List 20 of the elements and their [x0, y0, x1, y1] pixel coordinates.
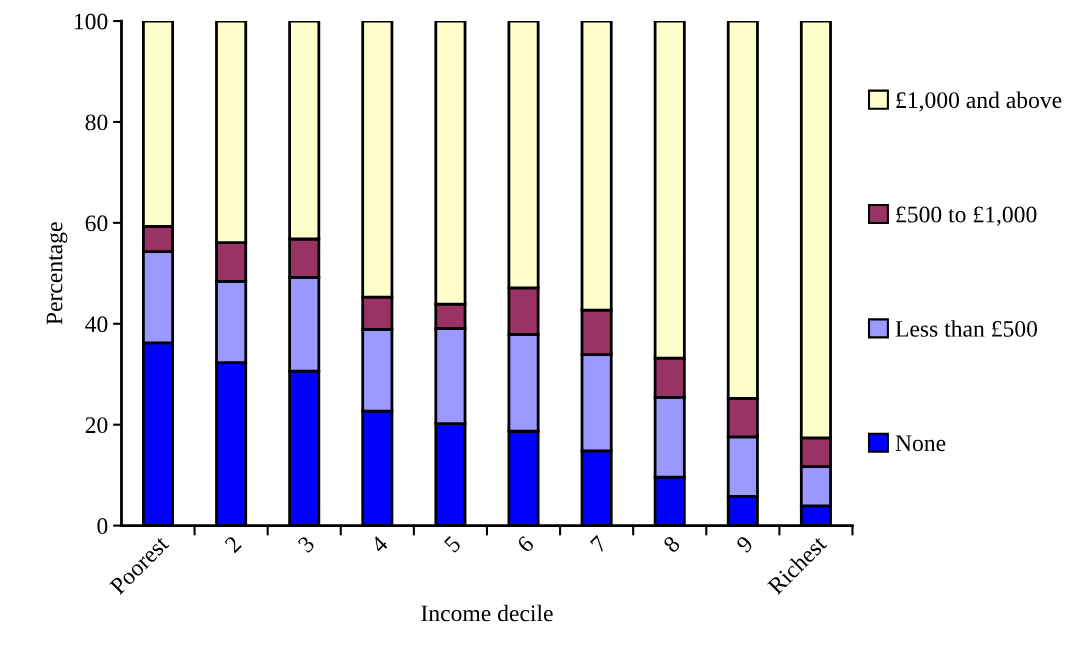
x-tick-label: 9 — [735, 535, 754, 554]
legend-label: £500 to £1,000 — [896, 206, 1037, 226]
y-tick-label: 40 — [85, 316, 108, 333]
x-tick-label: 4 — [369, 534, 389, 554]
x-tick-label: 8 — [662, 535, 681, 554]
legend-label: None — [895, 435, 946, 452]
y-tick-label: 20 — [85, 417, 108, 434]
legend-label: £1,000 and above — [896, 91, 1062, 112]
x-axis-title: Income decile — [421, 604, 553, 622]
y-tick-label: 60 — [85, 215, 108, 232]
x-tick-label: 7 — [590, 535, 608, 553]
x-tick-label: 2 — [224, 535, 242, 554]
y-tick-label: 0 — [97, 518, 108, 535]
x-tick-label: 6 — [516, 534, 535, 554]
y-tick-label: 80 — [85, 114, 108, 131]
legend-label: Less than £500 — [895, 320, 1038, 337]
x-tick-label: 3 — [297, 535, 316, 554]
y-axis-title: Percentage — [46, 222, 68, 325]
y-tick-label: 100 — [74, 13, 108, 30]
x-tick-label: 5 — [443, 535, 462, 554]
